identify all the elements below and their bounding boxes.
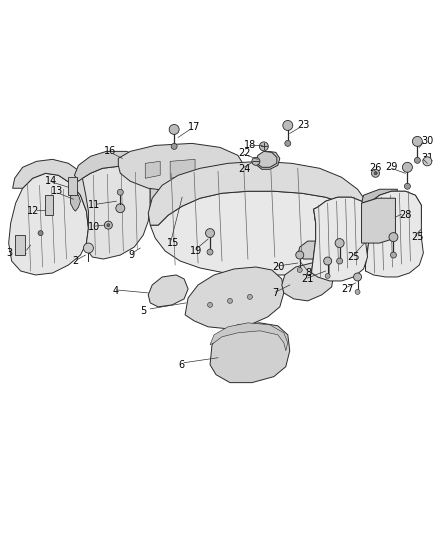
Circle shape (83, 243, 93, 253)
Text: 31: 31 (421, 154, 434, 163)
Circle shape (296, 251, 304, 259)
Bar (45, 195, 53, 215)
Circle shape (116, 204, 125, 213)
Polygon shape (312, 197, 367, 281)
Polygon shape (367, 191, 421, 259)
Circle shape (404, 183, 410, 189)
Circle shape (371, 169, 379, 177)
Circle shape (252, 157, 260, 165)
Circle shape (355, 289, 360, 294)
Circle shape (117, 189, 124, 195)
Text: 27: 27 (342, 284, 354, 294)
Text: 11: 11 (88, 200, 101, 210)
Polygon shape (185, 267, 284, 329)
Text: 26: 26 (370, 163, 382, 173)
Circle shape (325, 273, 330, 278)
Circle shape (38, 231, 43, 236)
Polygon shape (170, 159, 195, 178)
Polygon shape (172, 189, 198, 205)
Polygon shape (366, 191, 424, 277)
Polygon shape (210, 323, 290, 383)
Polygon shape (71, 193, 81, 211)
Circle shape (285, 140, 291, 147)
Circle shape (413, 136, 422, 147)
Text: 29: 29 (385, 163, 398, 172)
Text: 5: 5 (140, 306, 146, 316)
Circle shape (414, 157, 420, 163)
Circle shape (403, 163, 413, 172)
Circle shape (335, 239, 344, 247)
Text: 9: 9 (128, 250, 134, 260)
Polygon shape (361, 198, 396, 243)
Text: 6: 6 (178, 360, 184, 370)
Text: 20: 20 (272, 262, 284, 272)
Polygon shape (118, 143, 244, 191)
Text: 14: 14 (45, 176, 57, 186)
Text: 30: 30 (421, 136, 434, 147)
Circle shape (324, 257, 332, 265)
Text: 8: 8 (306, 268, 312, 278)
Text: 1: 1 (21, 246, 27, 256)
Circle shape (207, 249, 213, 255)
Polygon shape (9, 173, 88, 275)
Circle shape (353, 273, 361, 281)
Text: 21: 21 (302, 274, 314, 284)
Circle shape (390, 252, 396, 258)
Polygon shape (298, 241, 324, 259)
Text: 23: 23 (298, 120, 310, 131)
Polygon shape (314, 197, 367, 265)
Circle shape (374, 172, 377, 175)
Polygon shape (256, 151, 280, 169)
Text: 3: 3 (7, 248, 13, 258)
Polygon shape (312, 207, 338, 275)
Circle shape (104, 221, 112, 229)
Polygon shape (13, 159, 100, 228)
Polygon shape (210, 323, 288, 351)
Polygon shape (366, 201, 392, 271)
Text: 13: 13 (50, 186, 63, 196)
Text: 25: 25 (411, 232, 424, 242)
Polygon shape (256, 151, 277, 167)
Text: 19: 19 (190, 246, 202, 256)
Circle shape (107, 224, 110, 227)
Polygon shape (148, 161, 370, 236)
Polygon shape (82, 166, 150, 259)
Circle shape (337, 258, 343, 264)
Circle shape (423, 157, 432, 166)
Text: 22: 22 (238, 148, 251, 158)
Bar (14, 235, 25, 255)
Text: 2: 2 (72, 256, 79, 266)
Text: 12: 12 (27, 206, 39, 216)
Circle shape (283, 120, 293, 131)
Text: 15: 15 (167, 238, 180, 248)
Circle shape (205, 229, 215, 238)
Circle shape (247, 294, 252, 300)
Text: 7: 7 (272, 288, 278, 298)
Circle shape (171, 143, 177, 149)
Text: 25: 25 (348, 252, 360, 262)
Bar (68, 177, 78, 195)
Text: 24: 24 (238, 164, 250, 174)
Circle shape (389, 232, 398, 241)
Text: 10: 10 (88, 222, 101, 232)
Circle shape (227, 298, 233, 303)
Polygon shape (148, 275, 188, 307)
Circle shape (208, 302, 212, 308)
Text: 28: 28 (399, 210, 412, 220)
Text: 16: 16 (104, 147, 117, 156)
Circle shape (297, 268, 302, 272)
Text: 17: 17 (188, 123, 201, 132)
Polygon shape (282, 263, 334, 301)
Circle shape (259, 142, 268, 151)
Polygon shape (145, 161, 160, 178)
Text: 4: 4 (112, 286, 118, 296)
Text: 18: 18 (244, 140, 256, 150)
Polygon shape (150, 191, 364, 275)
Polygon shape (361, 189, 397, 203)
Circle shape (169, 124, 179, 134)
Polygon shape (74, 151, 162, 205)
